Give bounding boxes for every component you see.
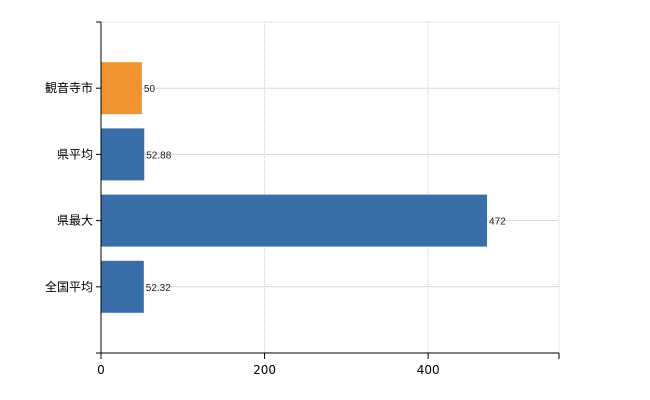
bar-0 xyxy=(101,62,142,115)
x-tick-label-0: 0 xyxy=(97,363,105,377)
data-label-3: 52.32 xyxy=(146,283,171,294)
y-tick-label-1: 県平均 xyxy=(57,147,93,161)
y-tick-label-0: 観音寺市 xyxy=(45,80,93,95)
data-label-2: 472 xyxy=(489,217,506,228)
data-label-1: 52.88 xyxy=(146,150,171,161)
axes xyxy=(96,21,560,359)
data-label-0: 50 xyxy=(144,84,156,95)
x-tick-label-2: 400 xyxy=(417,363,440,377)
bars xyxy=(101,62,488,313)
x-tick-label-1: 200 xyxy=(253,363,276,377)
grid-lines xyxy=(101,21,560,353)
bar-1 xyxy=(101,128,145,181)
bar-3 xyxy=(101,260,144,313)
y-tick-label-3: 全国平均 xyxy=(45,279,93,294)
y-tick-label-2: 県最大 xyxy=(57,214,93,228)
bar-2 xyxy=(101,194,488,247)
